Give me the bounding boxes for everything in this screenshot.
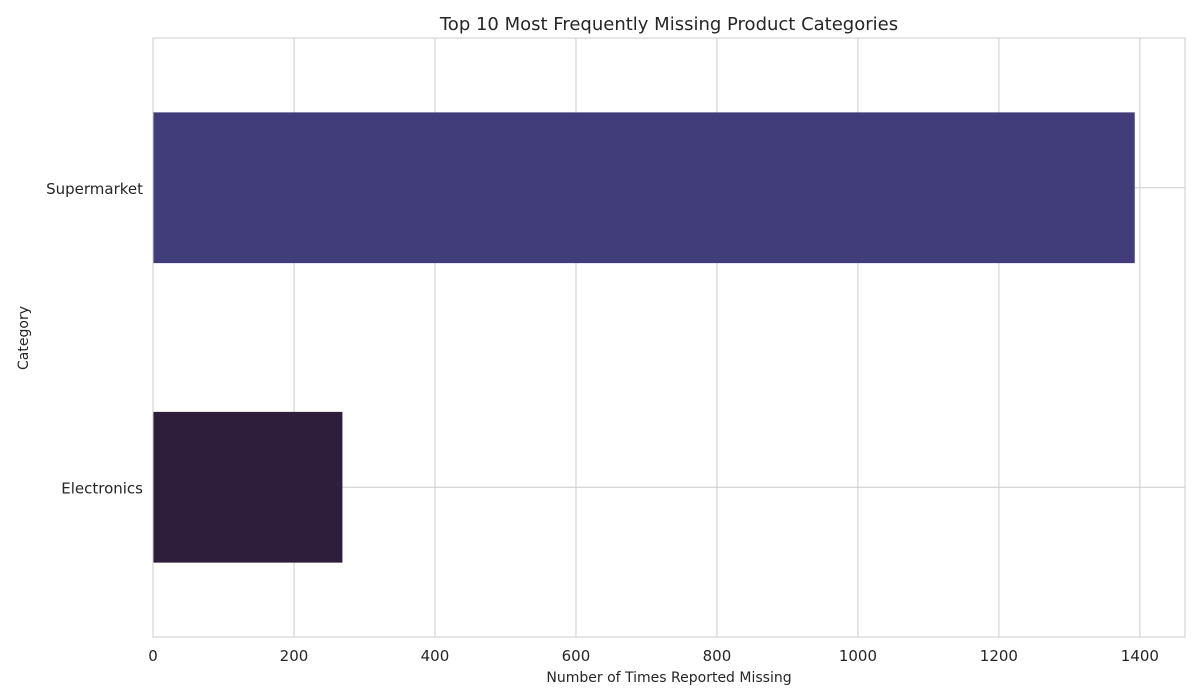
x-tick-label: 1000: [839, 647, 877, 665]
x-tick-label: 1200: [980, 647, 1018, 665]
x-tick-labels: 0 200 400 600 800 1000 1200 1400: [148, 647, 1159, 665]
x-axis-label: Number of Times Reported Missing: [546, 670, 791, 686]
x-tick-label: 1400: [1121, 647, 1159, 665]
x-tick-label: 0: [148, 647, 158, 665]
x-tick-label: 200: [280, 647, 309, 665]
bar-supermarket: [152, 112, 1135, 264]
x-tick-label: 800: [703, 647, 732, 665]
y-axis-label: Category: [16, 306, 32, 370]
y-tick-label: Electronics: [61, 479, 143, 497]
x-tick-label: 400: [421, 647, 450, 665]
chart-title: Top 10 Most Frequently Missing Product C…: [439, 14, 898, 35]
y-tick-labels: Supermarket Electronics: [46, 180, 143, 498]
x-tick-label: 600: [562, 647, 591, 665]
y-tick-label: Supermarket: [46, 180, 143, 198]
plot-frame: [152, 37, 1186, 638]
bars: [152, 112, 1135, 563]
bar-electronics: [152, 411, 343, 563]
